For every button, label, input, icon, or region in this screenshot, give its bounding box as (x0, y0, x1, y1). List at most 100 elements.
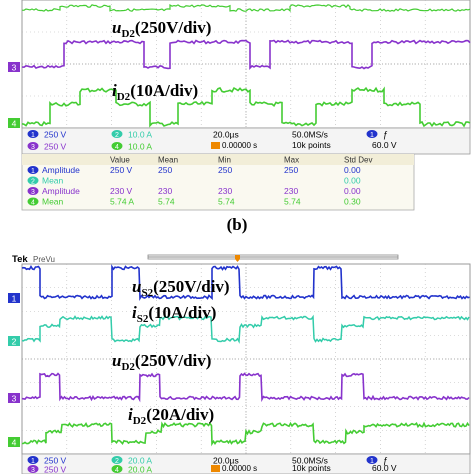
status-ch-num: 1 (31, 458, 35, 465)
trigger-pos-icon (211, 465, 220, 472)
stats-ch-badge (27, 176, 39, 185)
bot-status: 1 250 V 2 20.0 A 3 250 V 4 20.0 A 20.0µs0.00000 … (27, 456, 397, 474)
bot-ch3-marker-label: 3 (12, 394, 17, 404)
stats-cell: 0.30 (344, 197, 361, 207)
top-status: 1 250 V 2 10.0 A 3 250 V 4 10.0 A 20.0µs0.00000 … (27, 130, 397, 152)
status-ch-num: 2 (115, 132, 119, 139)
top-trace-upper (21, 3, 471, 13)
status-timebase: 20.0µs (213, 130, 239, 140)
top-grid (22, 0, 470, 128)
stats-cell: 230 V (110, 186, 133, 196)
status-ch-num: 2 (115, 458, 119, 465)
top-caption: (b) (227, 215, 248, 234)
status-trig-ch: 1 (370, 132, 374, 139)
stats-header: Max (284, 156, 299, 165)
status-ch-num: 3 (31, 144, 35, 151)
status-trig-ch: 1 (370, 458, 374, 465)
stats-header: Mean (158, 156, 178, 165)
top-ch3-marker: 3 (8, 62, 20, 73)
trigger-pos-icon (211, 142, 220, 149)
top-annotation-id2: iD2(10A/div) (112, 81, 198, 103)
top-stats: Value Mean Min Max Std Dev 1 Amplitude 250 V 250… (27, 156, 372, 207)
stats-ch-num: 1 (31, 168, 35, 175)
stats-cell: 250 (284, 165, 298, 175)
status-ch-badge (27, 142, 39, 150)
top-annotation-ud2: uD2(250V/div) (112, 18, 211, 40)
status-sample-rate: 50.0MS/s (292, 456, 328, 466)
stats-header: Value (110, 156, 130, 165)
stats-cell: 250 V (110, 165, 133, 175)
stats-ch-badge (27, 166, 39, 174)
status-ch-num: 3 (31, 467, 35, 474)
stats-ch-num: 2 (31, 179, 35, 186)
bot-ch2-marker: 2 (8, 336, 20, 347)
stats-cell: Amplitude (42, 186, 80, 196)
stats-ch-num: 4 (31, 200, 35, 207)
status-trig-ch-badge (366, 130, 378, 138)
bot-ch1-marker: 1 (8, 293, 20, 304)
bottom-scope-panel: Tek PreVu 1 2 3 4 uS2(250V/div) (8, 254, 471, 474)
stats-cell: 5.74 (284, 197, 301, 207)
tek-brand: Tek (12, 254, 28, 265)
top-ch3-marker-label: 3 (12, 63, 17, 73)
status-trig-ch-badge (366, 456, 378, 464)
status-ch-val: 10.0 A (128, 130, 152, 140)
status-ch-badge (111, 130, 123, 138)
top-scope-panel: 3 4 uD2(250V/div) iD2(10A/div) 1 250 V 2 10… (8, 0, 471, 234)
top-status-bar (21, 127, 471, 155)
status-ch-badge (27, 465, 39, 473)
top-trace-ch4 (21, 86, 471, 128)
top-ch4-marker: 4 (8, 118, 20, 129)
stats-header: Min (218, 156, 231, 165)
status-ch-num: 4 (115, 467, 119, 474)
status-ch-num: 1 (31, 132, 35, 139)
stats-cell: 230 (284, 186, 298, 196)
stats-cell: 5.74 A (110, 197, 134, 207)
top-ch4-marker-label: 4 (12, 119, 17, 129)
stats-cell: 230 (158, 186, 172, 196)
stats-cell: 5.74 (218, 197, 235, 207)
stats-cell: 0.00 (344, 176, 361, 186)
bot-trace-ch4 (21, 421, 470, 447)
bottom-traces (21, 264, 470, 447)
status-trig-pos: 0.00000 s (222, 141, 257, 150)
bot-status-bar (21, 453, 471, 474)
bot-trace-ch2 (21, 314, 470, 344)
status-record: 10k points (292, 140, 331, 150)
stats-cell: Mean (42, 197, 64, 207)
status-ch-badge (111, 142, 123, 150)
status-ch-val: 250 V (44, 465, 67, 474)
top-trace-ch3 (21, 39, 471, 70)
bot-ch2-marker-label: 2 (12, 337, 17, 347)
status-record: 10k points (292, 463, 331, 473)
status-trig-slope: ƒ (383, 456, 388, 466)
stats-ch-badge (27, 187, 39, 195)
bot-ch3-marker: 3 (8, 393, 20, 404)
status-ch-val: 10.0 A (128, 142, 152, 152)
status-timebase: 20.0µs (213, 456, 239, 466)
bot-ch4-marker: 4 (8, 437, 20, 448)
status-trig-pos: 0.00000 s (222, 464, 257, 473)
status-sample-rate: 50.0MS/s (292, 130, 328, 140)
status-ch-val: 250 V (44, 142, 67, 152)
bot-trace-ch3 (21, 372, 470, 403)
bot-annotation-id2: iD2(20A/div) (128, 405, 214, 427)
bot-annotation-us2: uS2(250V/div) (132, 277, 230, 299)
stats-cell: 0.00 (344, 186, 361, 196)
status-ch-num: 4 (115, 144, 119, 151)
stats-cell: 250 (158, 165, 172, 175)
bot-annotation-is2: iS2(10A/div) (132, 303, 216, 325)
bot-annotation-ud2: uD2(250V/div) (112, 351, 211, 373)
bot-trace-ch1 (21, 264, 470, 302)
stats-cell: Amplitude (42, 165, 80, 175)
status-ch-val: 250 V (44, 130, 67, 140)
stats-cell: 5.74 (158, 197, 175, 207)
status-ch-badge (111, 465, 123, 473)
prevu-mode: PreVu (33, 255, 55, 264)
status-trig-level: 60.0 V (372, 463, 397, 473)
status-ch-val: 250 V (44, 456, 67, 466)
stats-ch-badge (27, 197, 39, 206)
status-ch-val: 20.0 A (128, 465, 152, 474)
status-ch-val: 20.0 A (128, 456, 152, 466)
